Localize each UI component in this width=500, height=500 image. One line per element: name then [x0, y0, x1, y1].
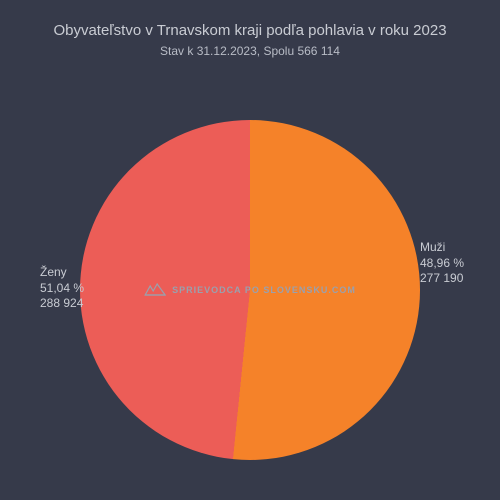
- chart-subtitle: Stav k 31.12.2023, Spolu 566 114: [0, 44, 500, 58]
- chart-title: Obyvateľstvo v Trnavskom kraji podľa poh…: [0, 22, 500, 39]
- slice-name: Ženy: [40, 265, 84, 281]
- slice-percent: 48,96 %: [420, 256, 464, 272]
- slice-name: Muži: [420, 240, 464, 256]
- slice-value: 277 190: [420, 271, 464, 287]
- slice-label-men: Muži 48,96 % 277 190: [420, 240, 464, 287]
- slice-value: 288 924: [40, 296, 84, 312]
- slice-label-women: Ženy 51,04 % 288 924: [40, 265, 84, 312]
- slice-percent: 51,04 %: [40, 281, 84, 297]
- pie-chart: [80, 120, 420, 460]
